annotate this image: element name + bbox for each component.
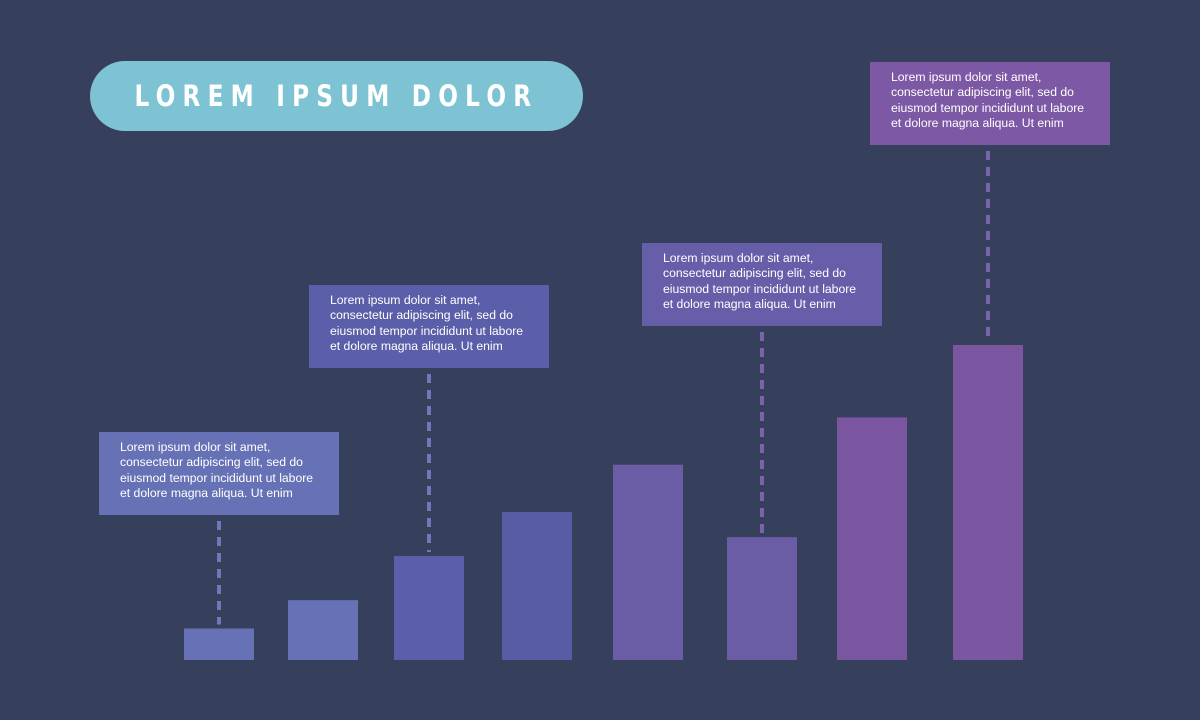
callout-line: et dolore magna aliqua. Ut enim: [891, 115, 1064, 130]
callout-line: et dolore magna aliqua. Ut enim: [330, 338, 503, 353]
chart-title: LOREM IPSUM DOLOR: [134, 79, 539, 113]
bar-8: [953, 345, 1023, 660]
bar-3: [394, 556, 464, 660]
bar-7: [837, 417, 907, 660]
callout-bar-8: Lorem ipsum dolor sit amet, consectetur …: [870, 62, 1110, 145]
callout-line: et dolore magna aliqua. Ut enim: [663, 296, 836, 311]
callout-line: eiusmod tempor incididunt ut labore: [120, 470, 314, 485]
callout-line: Lorem ipsum dolor sit amet,: [120, 440, 271, 454]
bar-4: [502, 511, 572, 660]
callout-line: Lorem ipsum dolor sit amet,: [330, 293, 481, 307]
callout-line: eiusmod tempor incididunt ut labore: [891, 100, 1085, 115]
callout-line: et dolore magna aliqua. Ut enim: [120, 485, 293, 500]
bar-5: [613, 464, 683, 660]
callout-line: consectetur adipiscing elit, sed do: [120, 455, 303, 470]
bar-1: [184, 628, 254, 660]
callout-line: eiusmod tempor incididunt ut labore: [330, 323, 524, 338]
callout-line: Lorem ipsum dolor sit amet,: [891, 70, 1042, 84]
callout-line: consectetur adipiscing elit, sed do: [663, 266, 846, 281]
callout-bar-1: Lorem ipsum dolor sit amet, consectetur …: [99, 432, 339, 515]
callout-line: consectetur adipiscing elit, sed do: [330, 308, 513, 323]
callout-bar-3: Lorem ipsum dolor sit amet, consectetur …: [309, 285, 549, 368]
callout-bar-6: Lorem ipsum dolor sit amet, consectetur …: [642, 243, 882, 326]
callout-line: consectetur adipiscing elit, sed do: [891, 85, 1074, 100]
bar-6: [727, 537, 797, 660]
callout-line: Lorem ipsum dolor sit amet,: [663, 251, 814, 265]
callout-line: eiusmod tempor incididunt ut labore: [663, 281, 857, 296]
bar-2: [288, 600, 358, 660]
title-pill: LOREM IPSUM DOLOR: [90, 61, 583, 131]
